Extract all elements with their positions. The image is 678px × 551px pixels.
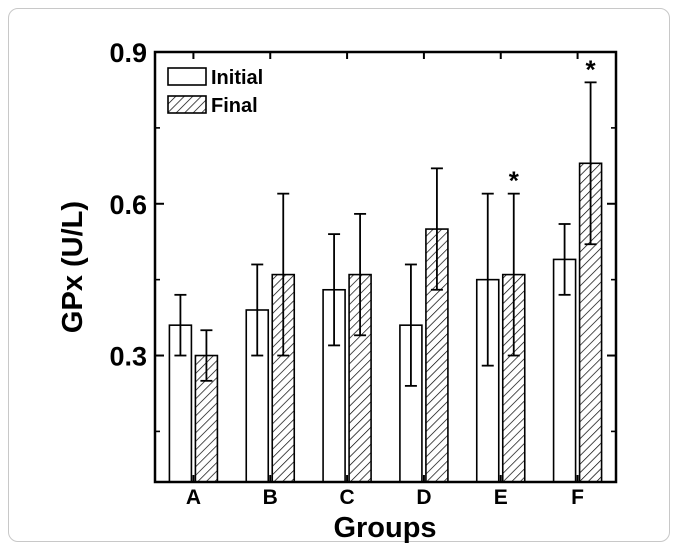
y-tick-label: 0.9 [109, 38, 147, 68]
significance-marker-e: * [509, 166, 520, 196]
y-axis-ticks: 0.3 0.6 0.9 [109, 38, 616, 433]
legend: Initial Final [167, 67, 263, 117]
legend-label-final: Final [211, 95, 258, 117]
significance-marker-f: * [586, 54, 597, 84]
y-tick-label: 0.3 [109, 342, 147, 372]
y-axis-title: GPx (U/L) [57, 201, 89, 333]
error-bar-initial-c [328, 233, 341, 347]
error-bar-final-b [277, 192, 290, 357]
legend-label-initial: Initial [211, 67, 263, 89]
error-bar-initial-d [404, 263, 417, 387]
x-axis-title: Groups [333, 512, 436, 544]
legend-swatch-initial [167, 67, 207, 86]
plot-area-frame [153, 50, 618, 484]
x-tick-label-a: A [186, 486, 201, 509]
error-bar-final-f [584, 81, 597, 246]
x-tick-label-b: B [263, 486, 278, 509]
error-bar-final-c [354, 212, 367, 337]
error-bar-final-d [430, 167, 443, 291]
error-bar-final-e [507, 192, 520, 357]
x-tick-label-f: F [571, 486, 584, 509]
error-bar-initial-a [174, 293, 187, 357]
y-tick-label: 0.6 [109, 190, 147, 220]
x-tick-label-c: C [339, 486, 354, 509]
legend-swatch-final [167, 95, 207, 114]
x-tick-label-d: D [416, 486, 431, 509]
error-bars-layer [174, 81, 597, 387]
bars-layer [168, 162, 603, 483]
error-bar-initial-f [558, 223, 571, 296]
error-bar-final-a [200, 329, 213, 382]
x-tick-label-e: E [494, 486, 508, 509]
error-bar-initial-e [481, 192, 494, 367]
error-bar-initial-b [251, 263, 264, 357]
annotations-layer: ** [509, 54, 597, 195]
x-axis-ticks: A B C D E F [186, 52, 584, 509]
